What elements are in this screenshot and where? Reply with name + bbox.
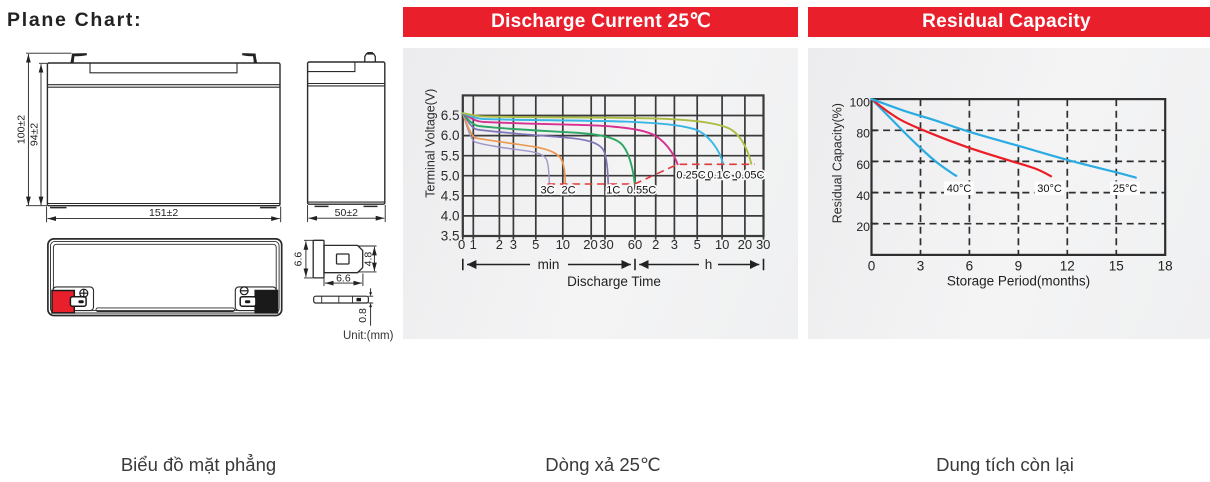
- svg-text:100±2: 100±2: [16, 115, 28, 144]
- svg-text:5: 5: [532, 237, 539, 252]
- svg-text:5.0: 5.0: [441, 168, 460, 183]
- svg-text:2C: 2C: [561, 185, 575, 197]
- svg-text:50±2: 50±2: [335, 207, 358, 219]
- svg-text:20: 20: [583, 237, 597, 252]
- svg-text:3.5: 3.5: [441, 229, 460, 244]
- svg-text:h: h: [705, 257, 713, 272]
- svg-text:1: 1: [470, 237, 477, 252]
- svg-text:6.6: 6.6: [336, 273, 351, 285]
- svg-text:94±2: 94±2: [28, 123, 40, 146]
- svg-text:0.25C: 0.25C: [676, 170, 705, 182]
- svg-text:80: 80: [856, 127, 870, 141]
- svg-text:Terminal Voltage(V): Terminal Voltage(V): [424, 89, 438, 198]
- svg-text:2: 2: [652, 237, 659, 252]
- svg-text:Unit:(mm): Unit:(mm): [343, 330, 394, 342]
- svg-text:20: 20: [738, 237, 752, 252]
- svg-text:10: 10: [715, 237, 729, 252]
- svg-text:0.8: 0.8: [357, 308, 369, 323]
- svg-text:10: 10: [556, 237, 570, 252]
- svg-text:151±2: 151±2: [149, 207, 178, 219]
- svg-text:0.05C: 0.05C: [735, 170, 764, 182]
- svg-text:3: 3: [916, 258, 924, 273]
- svg-text:60: 60: [628, 237, 642, 252]
- svg-text:5: 5: [694, 237, 701, 252]
- svg-text:60: 60: [856, 158, 870, 172]
- svg-text:9: 9: [1014, 258, 1022, 273]
- svg-text:30: 30: [756, 237, 770, 252]
- svg-text:100: 100: [849, 96, 870, 110]
- svg-text:0.1C: 0.1C: [707, 170, 730, 182]
- svg-text:6.6: 6.6: [292, 252, 304, 267]
- svg-text:20: 20: [856, 220, 870, 234]
- svg-text:4.8: 4.8: [362, 252, 374, 267]
- svg-text:min: min: [538, 257, 560, 272]
- svg-text:6.0: 6.0: [441, 128, 460, 143]
- svg-text:4.0: 4.0: [441, 209, 460, 224]
- svg-text:2: 2: [496, 237, 503, 252]
- svg-text:5.5: 5.5: [441, 148, 460, 163]
- svg-text:6: 6: [965, 258, 973, 273]
- svg-text:15: 15: [1108, 258, 1123, 273]
- svg-text:4.5: 4.5: [441, 188, 460, 203]
- svg-text:3: 3: [671, 237, 678, 252]
- svg-text:25°C: 25°C: [1112, 183, 1137, 195]
- svg-text:12: 12: [1059, 258, 1074, 273]
- svg-text:3C: 3C: [540, 185, 554, 197]
- svg-text:40: 40: [856, 189, 870, 203]
- svg-text:6.5: 6.5: [441, 108, 460, 123]
- svg-text:0.55C: 0.55C: [627, 185, 656, 197]
- svg-text:3: 3: [510, 237, 517, 252]
- svg-text:0: 0: [867, 258, 875, 273]
- svg-text:0: 0: [458, 237, 465, 252]
- svg-text:40°C: 40°C: [946, 183, 971, 195]
- svg-text:30°C: 30°C: [1037, 183, 1062, 195]
- svg-text:Discharge Time: Discharge Time: [567, 274, 661, 289]
- svg-text:Storage Period(months): Storage Period(months): [946, 274, 1089, 289]
- svg-text:1C: 1C: [606, 185, 620, 197]
- svg-text:18: 18: [1157, 258, 1172, 273]
- svg-text:Residual Capacity(%): Residual Capacity(%): [830, 103, 844, 223]
- svg-text:30: 30: [599, 237, 613, 252]
